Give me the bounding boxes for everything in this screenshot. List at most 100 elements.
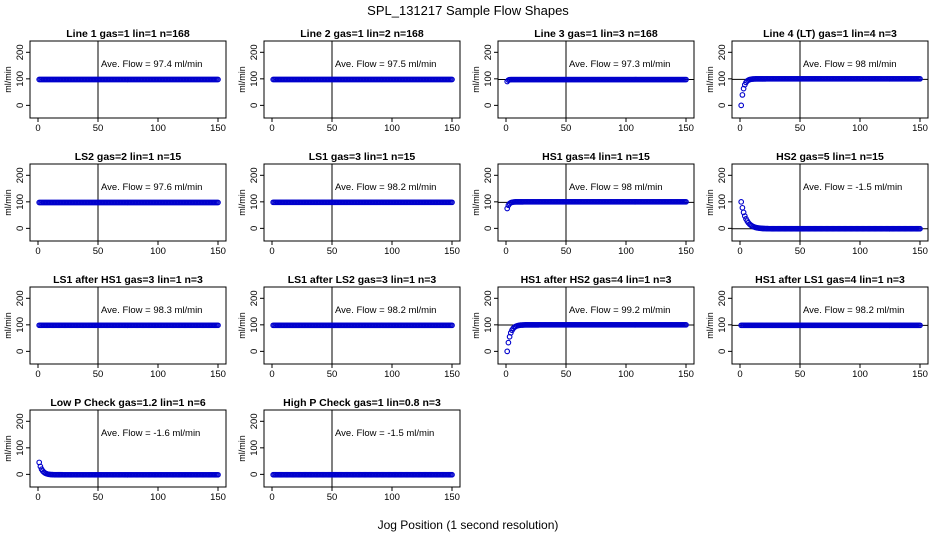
y-axis-label: ml/min: [471, 189, 481, 216]
data-point: [683, 198, 689, 205]
average-flow-annotation: Ave. Flow = 98.3 ml/min: [101, 305, 202, 316]
x-tick-label: 0: [737, 369, 742, 380]
y-tick-label: 100: [15, 317, 26, 333]
panel-title: LS2 gas=2 lin=1 n=15: [75, 151, 182, 163]
y-tick-label: 100: [15, 71, 26, 87]
figure-x-axis-label: Jog Position (1 second resolution): [377, 518, 559, 532]
y-axis-label: ml/min: [471, 312, 481, 339]
y-tick-label: 200: [15, 44, 26, 60]
y-axis-label: ml/min: [3, 312, 13, 339]
data-point: [215, 471, 221, 478]
panel-6: LS1 gas=3 lin=1 n=15 ml/min 0 100 200 0 50 100 1…: [237, 151, 461, 257]
data-point: [739, 92, 746, 98]
y-tick-label: 200: [249, 167, 260, 183]
data-point: [215, 322, 221, 329]
x-tick-label: 50: [561, 246, 572, 257]
average-flow-annotation: Ave. Flow = 98.2 ml/min: [803, 305, 904, 316]
plot-frame: [263, 40, 461, 119]
y-tick-label: 200: [249, 44, 260, 60]
y-tick-label: 0: [249, 226, 260, 231]
y-tick-label: 100: [249, 440, 260, 456]
panel-title: LS1 after LS2 gas=3 lin=1 n=3: [288, 274, 437, 286]
y-axis-label: ml/min: [705, 189, 715, 216]
plot-frame: [29, 40, 227, 119]
data-point: [740, 209, 747, 216]
panel-title: HS1 gas=4 lin=1 n=15: [542, 151, 650, 163]
y-tick-label: 200: [717, 167, 728, 183]
panel-1: Line 1 gas=1 lin=1 n=168 ml/min 0 100 200 0 50…: [3, 28, 227, 134]
y-tick-label: 100: [483, 71, 494, 87]
data-point: [683, 76, 689, 83]
x-tick-label: 50: [93, 369, 104, 380]
y-tick-label: 200: [15, 413, 26, 429]
x-tick-label: 150: [210, 369, 226, 380]
y-tick-label: 0: [717, 226, 728, 231]
panel-title: Low P Check gas=1.2 lin=1 n=6: [50, 397, 205, 409]
data-point: [917, 322, 923, 329]
average-flow-annotation: Ave. Flow = -1.5 ml/min: [803, 182, 902, 193]
x-tick-label: 100: [852, 246, 868, 257]
plot-frame: [263, 163, 461, 242]
panel-title: LS1 after HS1 gas=3 lin=1 n=3: [53, 274, 203, 286]
x-tick-label: 100: [852, 123, 868, 134]
x-tick-label: 150: [444, 492, 460, 503]
x-tick-label: 50: [561, 369, 572, 380]
x-tick-label: 0: [737, 123, 742, 134]
data-point: [504, 348, 511, 355]
panel-12: HS1 after LS1 gas=4 lin=1 n=3 ml/min 0 100 2…: [705, 274, 929, 380]
average-flow-annotation: Ave. Flow = 99.2 ml/min: [569, 305, 670, 316]
x-tick-label: 50: [327, 123, 338, 134]
x-tick-label: 50: [93, 123, 104, 134]
x-tick-label: 50: [93, 246, 104, 257]
x-tick-label: 50: [327, 369, 338, 380]
panel-5: LS2 gas=2 lin=1 n=15 ml/min 0 100 200 0 50 100 1…: [3, 151, 227, 257]
panel-3: Line 3 gas=1 lin=3 n=168 ml/min 0 100 200 0 50…: [471, 28, 695, 134]
y-tick-label: 200: [249, 413, 260, 429]
y-tick-label: 0: [249, 349, 260, 354]
panel-title: Line 1 gas=1 lin=1 n=168: [66, 28, 190, 40]
x-tick-label: 100: [852, 369, 868, 380]
y-axis-label: ml/min: [3, 66, 13, 93]
y-tick-label: 0: [15, 472, 26, 477]
data-point: [683, 321, 689, 328]
average-flow-annotation: Ave. Flow = -1.6 ml/min: [101, 428, 200, 439]
x-tick-label: 100: [150, 492, 166, 503]
x-tick-label: 50: [795, 369, 806, 380]
panel-2: Line 2 gas=1 lin=2 n=168 ml/min 0 100 200 0 50…: [237, 28, 461, 134]
x-tick-label: 0: [269, 246, 274, 257]
plot-frame: [263, 409, 461, 488]
plot-frame: [29, 163, 227, 242]
plot-frame: [263, 286, 461, 365]
x-tick-label: 0: [35, 246, 40, 257]
x-tick-label: 0: [269, 492, 274, 503]
y-axis-label: ml/min: [237, 189, 247, 216]
x-tick-label: 0: [503, 246, 508, 257]
panel-title: Line 3 gas=1 lin=3 n=168: [534, 28, 658, 40]
y-tick-label: 200: [249, 290, 260, 306]
y-tick-label: 0: [717, 349, 728, 354]
x-tick-label: 100: [384, 246, 400, 257]
panel-title: Line 4 (LT) gas=1 lin=4 n=3: [763, 28, 897, 40]
y-tick-label: 0: [249, 472, 260, 477]
x-tick-label: 150: [444, 369, 460, 380]
x-tick-label: 50: [327, 492, 338, 503]
data-point: [449, 76, 455, 83]
average-flow-annotation: Ave. Flow = 98.2 ml/min: [335, 182, 436, 193]
y-tick-label: 100: [15, 440, 26, 456]
y-tick-label: 100: [483, 194, 494, 210]
x-tick-label: 50: [327, 246, 338, 257]
y-tick-label: 0: [483, 103, 494, 108]
y-tick-label: 100: [249, 317, 260, 333]
data-point: [507, 329, 514, 336]
x-tick-label: 100: [384, 123, 400, 134]
y-tick-label: 100: [249, 194, 260, 210]
panel-title: High P Check gas=1 lin=0.8 n=3: [283, 397, 441, 409]
x-tick-label: 0: [503, 369, 508, 380]
y-axis-label: ml/min: [705, 312, 715, 339]
panel-4: Line 4 (LT) gas=1 lin=4 n=3 ml/min 0 100 200…: [705, 28, 929, 134]
plot-frame: [29, 286, 227, 365]
x-tick-label: 150: [678, 123, 694, 134]
y-tick-label: 100: [483, 317, 494, 333]
data-point: [917, 75, 923, 82]
panel-13: Low P Check gas=1.2 lin=1 n=6 ml/min 0 100 2…: [3, 397, 227, 503]
